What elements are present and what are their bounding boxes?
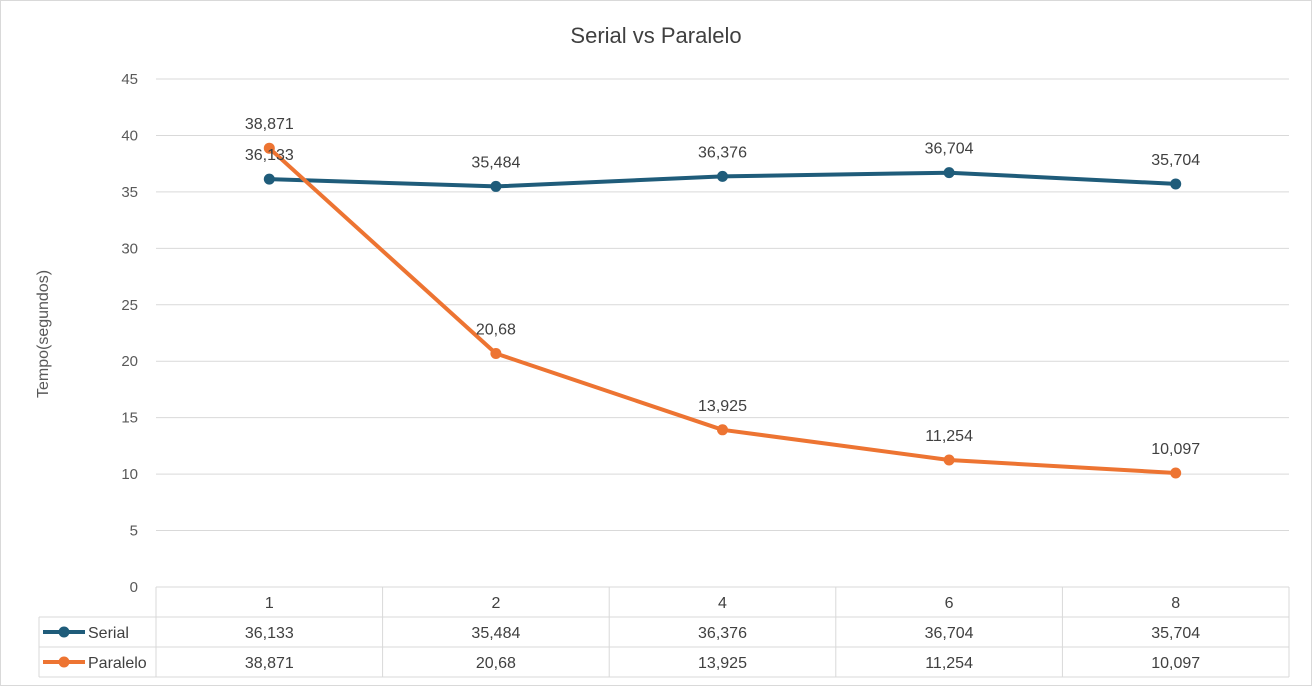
data-point-serial — [717, 170, 728, 182]
series-line-paralelo — [267, 146, 1178, 475]
data-point-serial — [490, 180, 502, 192]
y-axis-label: Tempo(segundos) — [35, 270, 52, 398]
table-value-cell: 35,704 — [1151, 625, 1200, 642]
table-value-cell: 36,133 — [245, 625, 294, 642]
data-label-serial: 36,376 — [698, 144, 747, 161]
table-value-cell: 36,704 — [925, 625, 974, 642]
x-category-label: 4 — [718, 595, 727, 612]
y-tick-label: 20 — [121, 353, 138, 370]
y-tick-label: 40 — [121, 127, 138, 144]
x-category-label: 8 — [1171, 595, 1180, 612]
x-category-label: 1 — [265, 595, 274, 612]
table-value-cell: 11,254 — [925, 655, 973, 672]
table-value-cell: 10,097 — [1151, 655, 1200, 672]
y-tick-label: 10 — [121, 466, 138, 483]
y-tick-label: 35 — [121, 184, 138, 201]
y-tick-label: 15 — [121, 410, 138, 427]
table-value-cell: 13,925 — [698, 655, 747, 672]
data-point-serial — [263, 173, 275, 185]
data-label-serial: 36,133 — [245, 147, 294, 164]
data-point-paralelo — [490, 348, 502, 360]
data-label-serial: 35,484 — [471, 154, 520, 171]
y-axis-ticks: 0 5 10 15 20 25 30 35 40 45 — [121, 71, 138, 596]
y-tick-label: 30 — [121, 240, 138, 257]
data-label-paralelo: 38,871 — [245, 116, 294, 133]
legend-series-name: Serial — [88, 625, 129, 642]
data-labels: 36,133 35,484 36,376 36,704 35,704 38,871 20,6… — [245, 116, 1200, 458]
table-value-cell: 20,68 — [476, 655, 516, 672]
data-point-paralelo — [263, 142, 275, 154]
data-point-serial — [943, 167, 955, 179]
x-category-label: 2 — [491, 595, 500, 612]
y-tick-label: 5 — [130, 523, 138, 540]
data-label-paralelo: 10,097 — [1151, 441, 1200, 458]
y-tick-label: 0 — [130, 579, 138, 596]
data-label-serial: 36,704 — [925, 141, 974, 158]
data-point-paralelo — [943, 454, 955, 466]
gridlines — [156, 78, 1289, 532]
chart-title: Serial vs Paralelo — [570, 23, 741, 48]
y-tick-label: 25 — [121, 297, 138, 314]
data-label-serial: 35,704 — [1151, 152, 1200, 169]
legend-series-name: Paralelo — [88, 655, 147, 672]
table-value-cell: 35,484 — [471, 625, 520, 642]
x-category-label: 6 — [945, 595, 954, 612]
data-point-serial — [1170, 178, 1182, 190]
y-tick-label: 45 — [121, 71, 138, 88]
data-point-paralelo — [1170, 467, 1182, 479]
data-table: 1 2 4 6 8 Serial 36,133 35,484 36,376 36,704 35,70… — [38, 586, 1290, 678]
data-label-paralelo: 13,925 — [698, 398, 747, 415]
table-value-cell: 36,376 — [698, 625, 747, 642]
data-point-paralelo — [717, 424, 728, 436]
legend-key-marker — [58, 656, 70, 668]
table-value-cell: 38,871 — [245, 655, 294, 672]
series-lines — [263, 142, 1182, 479]
data-label-paralelo: 11,254 — [925, 428, 973, 445]
data-label-paralelo: 20,68 — [476, 322, 516, 339]
legend-key-marker — [58, 626, 70, 638]
